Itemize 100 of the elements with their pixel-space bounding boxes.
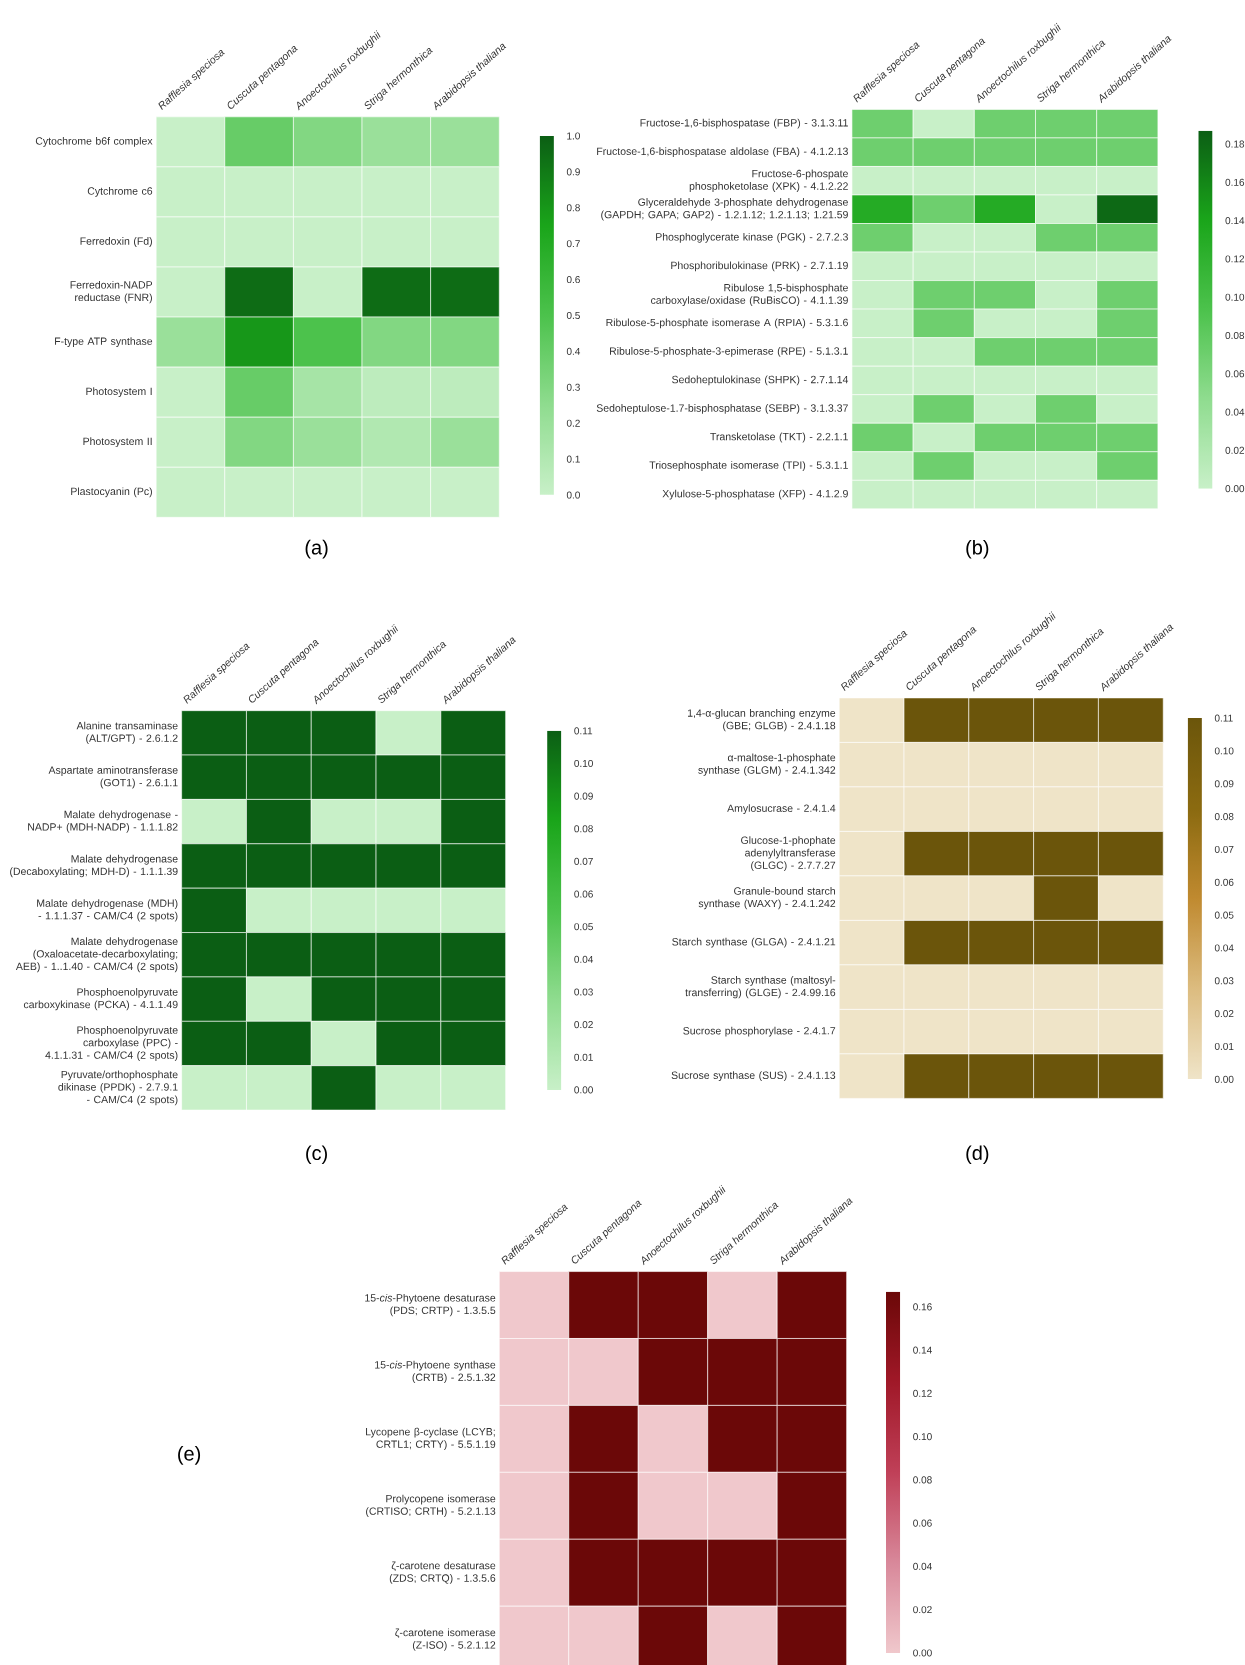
color-bar-label: 0.07 [1214, 845, 1234, 853]
color-bar-label: 0.6 [566, 276, 580, 284]
y-tick-label: Plastocyanin (Pc) [71, 487, 152, 498]
color-bar-label: 0.02 [574, 1021, 593, 1029]
color-bar-label: 0.12 [913, 1389, 932, 1397]
color-bar-label: 0.10 [574, 759, 593, 768]
y-tick-label: Phosphoenolpyruvate carboxykinase (PCKA) - 4.1.1.49 [23, 987, 178, 1011]
y-tick-label: Prolycopene isomerase (CRTISO; CRTH) - 5.2.1.13 [366, 1494, 496, 1517]
y-tick-label: Sedoheptulose-1.7-bisphosphatase (SEBP) - 3.1.3.37 [596, 404, 848, 414]
y-tick-label: Phosphoenolpyruvate carboxylase (PPC) - 4.1.1.31 - CAM/C4 (2 spots) [45, 1026, 178, 1061]
y-tick-label: Phosphoglycerate kinase (PGK) - 2.7.2.3 [656, 232, 848, 243]
color-bar-label: 0.10 [913, 1433, 932, 1441]
y-tick-label: Triosephosphate isomerase (TPI) - 5.3.1.1 [649, 461, 848, 471]
y-tick-label: ζ-carotene desaturase (ZDS; CRTQ) - 1.3.5.6 [389, 1561, 496, 1584]
color-bar-label: 0.04 [1214, 944, 1234, 952]
color-bar-label: 0.00 [1214, 1075, 1234, 1083]
y-tick-label: Ribulose 1,5-bisphosphate carboxylase/oxidase (RuBisCO) - 4.1.1.39 [651, 283, 848, 306]
y-tick-label: Pyruvate/orthophosphate dikinase (PPDK) - 2.7.9.1 - CAM/C4 (2 spots) [58, 1070, 178, 1106]
text: (b) [966, 539, 989, 559]
color-bar-label: 0.2 [566, 419, 580, 427]
text: (d) [966, 1145, 989, 1165]
color-bar-label: 0.06 [1214, 878, 1234, 886]
y-tick-label: Malate dehydrogenase (MDH) - 1.1.1.37 - CAM/C4 (2 spots) [37, 899, 178, 922]
color-bar-label: 0.06 [574, 890, 593, 898]
color-bar-label: 0.08 [574, 825, 593, 833]
color-bar-label: 0.5 [566, 311, 580, 320]
color-bar-label: 0.11 [574, 727, 593, 735]
color-bar-label: 0.1 [566, 455, 580, 463]
color-bar-label: 0.14 [1225, 217, 1245, 225]
y-tick-label: Fructose-1,6-bisphospatase aldolase (FBA) - 4.1.2.13 [597, 147, 848, 158]
y-tick-label: Xylulose-5-phosphatase (XFP) - 4.1.2.9 [662, 489, 848, 500]
y-tick-label: Transketolase (TKT) - 2.2.1.1 [710, 432, 848, 443]
y-tick-label: Fructose-1,6-bisphospatase (FBP) - 3.1.3.11 [640, 118, 848, 129]
color-bar-label: 0.7 [566, 240, 580, 248]
color-bar-label: 0.00 [913, 1649, 932, 1657]
y-tick-label: Malate dehydrogenase (Decaboxylating; MDH-D) - 1.1.1.39 [10, 854, 178, 878]
color-bar-label: 0.02 [1225, 446, 1245, 454]
color-bar-label: 0.03 [1214, 977, 1234, 985]
y-tick-label: F-type ATP synthase [55, 337, 153, 347]
color-bar-label: 0.01 [574, 1053, 593, 1061]
color-bar-label: 0.0 [566, 491, 580, 499]
y-tick-label: Sucrose phosphorylase - 2.4.1.7 [683, 1026, 836, 1037]
color-bar-label: 0.09 [1214, 780, 1234, 788]
y-tick-label: Photosystem I [86, 387, 152, 398]
color-bar-label: 0.8 [566, 204, 580, 212]
color-bar-label: 0.01 [1214, 1042, 1234, 1050]
color-bar-label: 0.09 [574, 792, 593, 800]
y-tick-label: Granule-bound starch synthase (WAXY) - 2.4.1.242 [698, 887, 836, 910]
y-tick-label: Ferredoxin-NADP reductase (FNR) [70, 280, 153, 304]
color-bar-label: 0.16 [913, 1303, 932, 1311]
y-tick-label: Photosystem II [83, 437, 152, 448]
color-bar-label: 0.07 [574, 857, 593, 865]
color-bar-label: 0.9 [566, 168, 580, 176]
y-tick-label: Phosphoribulokinase (PRK) - 2.7.1.19 [671, 261, 848, 272]
y-tick-label: ζ-carotene isomerase (Z-ISO) - 5.2.1.12 [395, 1628, 496, 1651]
color-bar-label: 0.16 [1225, 178, 1245, 186]
y-tick-label: Glucose-1-phophate adenylyltransferase (GLGC) - 2.7.7.27 [741, 836, 836, 872]
color-bar-label: 0.03 [574, 988, 593, 996]
color-bar-label: 0.10 [1214, 747, 1234, 755]
color-bar-label: 0.02 [1214, 1010, 1234, 1018]
y-tick-label: Starch synthase (maltosyl-transferring) (GLGE) - 2.4.99.16 [685, 976, 836, 999]
color-bar-label: 0.08 [1225, 331, 1245, 340]
color-bar-label: 0.18 [1225, 140, 1245, 148]
y-tick-label: 15-cis-Phytoene synthase (CRTB) - 2.5.1.32 [375, 1360, 496, 1384]
text: (c) [306, 1145, 327, 1165]
y-tick-label: Lycopene β-cyclase (LCYB; CRTL1; CRTY) - 5.5.1.19 [366, 1427, 496, 1451]
color-bar-label: 0.05 [574, 923, 593, 931]
y-tick-label: Aspartate aminotransferase (GOT1) - 2.6.1.1 [48, 766, 178, 789]
text: (a) [305, 539, 328, 559]
color-bar-label: 0.04 [574, 955, 594, 963]
color-bar-label: 0.06 [913, 1519, 932, 1527]
text: (e) [178, 1446, 201, 1465]
y-tick-label: Fructose-6-phospate phosphoketolase (XPK) - 4.1.2.22 [689, 169, 848, 192]
color-bar-label: 0.08 [913, 1476, 932, 1484]
color-bar-label: 0.3 [566, 383, 580, 391]
y-tick-label: Starch synthase (GLGA) - 2.4.1.21 [672, 937, 836, 948]
y-tick-label: α-maltose-1-phosphate synthase (GLGM) - 2.4.1.342 [698, 753, 836, 776]
y-tick-label: 15-cis-Phytoene desaturase (PDS; CRTP) - 1.3.5.5 [365, 1293, 496, 1317]
color-bar-label: 0.10 [1225, 293, 1245, 301]
y-tick-label: Glyceraldehyde 3-phosphate dehydrogenase (GAPDH; GAPA; GAP2) - 1.2.1.12; 1.2.1.13; 1.21.59 [601, 198, 848, 221]
color-bar-label: 0.11 [1214, 714, 1233, 722]
y-tick-label: Ribulose-5-phosphate isomerase A (RPIA) - 5.3.1.6 [606, 318, 848, 329]
color-bar-label: 0.06 [1225, 370, 1245, 378]
y-tick-label: Cytochrome b6f complex [35, 136, 153, 147]
y-tick-label: Cytchrome c6 [87, 187, 153, 197]
y-tick-label: Sedoheptulokinase (SHPK) - 2.7.1.14 [672, 375, 849, 386]
y-tick-label: Ferredoxin (Fd) [80, 237, 152, 247]
y-tick-label: Malate dehydrogenase - NADP+ (MDH-NADP) - 1.1.1.82 [28, 810, 178, 833]
color-bar-label: 0.04 [1225, 408, 1245, 416]
color-bar-label: 0.00 [574, 1086, 593, 1094]
y-tick-label: Amylosucrase - 2.4.1.4 [727, 804, 836, 815]
color-bar-label: 1.0 [567, 132, 580, 140]
color-bar-label: 0.12 [1225, 255, 1245, 263]
y-tick-label: 1,4-α-glucan branching enzyme (GBE; GLGB) - 2.4.1.18 [688, 709, 836, 732]
y-tick-label: Sucrose synthase (SUS) - 2.4.1.13 [671, 1071, 836, 1082]
y-tick-label: Ribulose-5-phosphate-3-epimerase (RPE) - 5.1.3.1 [610, 347, 848, 357]
color-bar-label: 0.02 [913, 1606, 932, 1614]
color-bar-label: 0.04 [913, 1562, 932, 1570]
y-tick-label: Alanine transaminase (ALT/GPT) - 2.6.1.2 [76, 721, 178, 744]
y-tick-label: Malate dehydrogenase (Oxaloacetate-decarboxylating; AEB) - 1..1.40 - CAM/C4 (2 spots) [15, 937, 178, 973]
